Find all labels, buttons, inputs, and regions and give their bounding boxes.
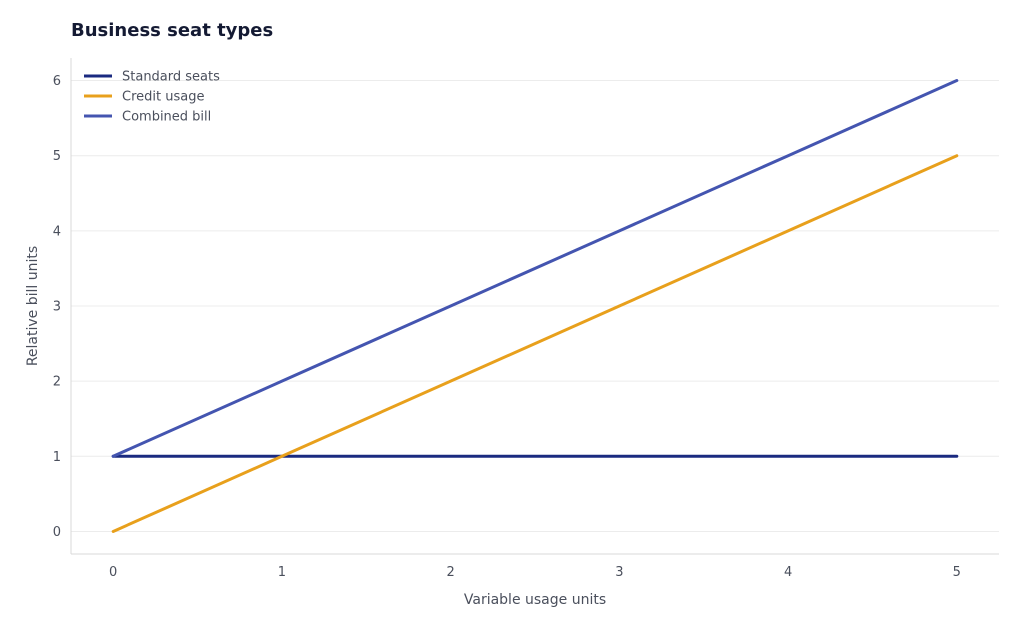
x-tick-label: 2 — [446, 565, 454, 580]
y-tick-label: 2 — [53, 375, 61, 390]
axes — [70, 58, 999, 555]
y-tick-labels: 0 1 2 3 4 5 6 — [53, 74, 61, 540]
y-axis-label: Relative bill units — [25, 246, 41, 366]
x-tick-label: 1 — [278, 565, 286, 580]
x-tick-label: 0 — [109, 565, 117, 580]
legend: Standard seats Credit usage Combined bill — [84, 70, 220, 125]
chart-title: Business seat types — [71, 20, 274, 41]
gridlines — [71, 80, 999, 532]
y-tick-label: 5 — [53, 149, 61, 164]
series-line-2 — [111, 79, 959, 458]
legend-label: Credit usage — [122, 90, 204, 105]
series-lines — [111, 79, 959, 533]
y-tick-label: 3 — [53, 300, 61, 315]
x-tick-label: 3 — [615, 565, 623, 580]
x-axis-label: Variable usage units — [464, 592, 606, 608]
legend-label: Standard seats — [122, 70, 220, 85]
y-tick-label: 1 — [53, 450, 61, 465]
y-tick-label: 6 — [53, 74, 61, 89]
y-tick-label: 4 — [53, 224, 61, 239]
x-tick-label: 5 — [953, 565, 961, 580]
series-line-1 — [111, 154, 959, 533]
x-tick-labels: 0 1 2 3 4 5 — [109, 565, 961, 580]
y-tick-label: 0 — [53, 525, 61, 540]
x-tick-label: 4 — [784, 565, 792, 580]
legend-label: Combined bill — [122, 110, 211, 125]
